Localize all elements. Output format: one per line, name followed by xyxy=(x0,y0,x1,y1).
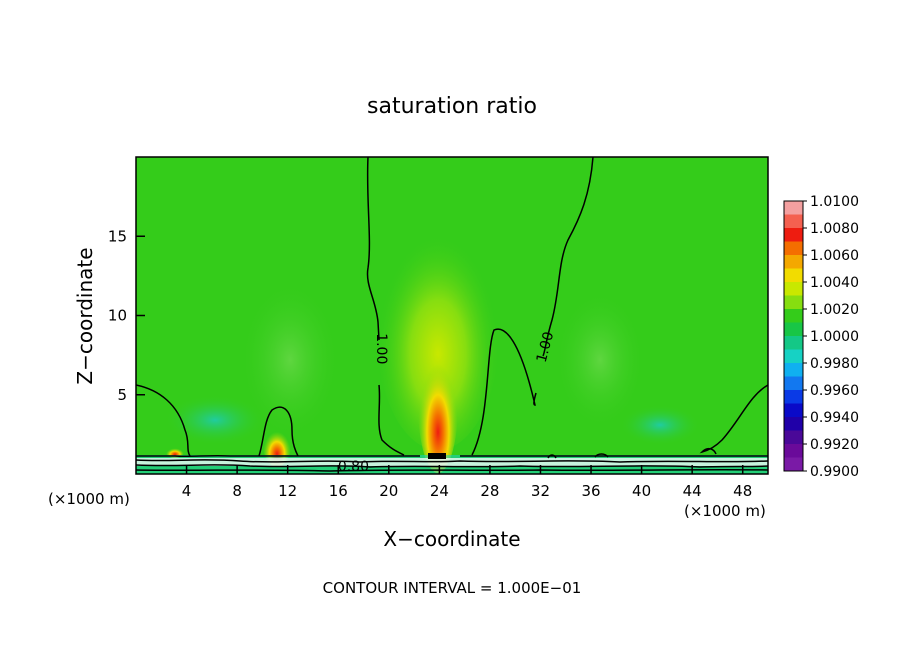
x-tick-label: 36 xyxy=(581,482,600,500)
contour-line xyxy=(378,384,405,456)
x-tick-label: 40 xyxy=(632,482,651,500)
colorbar-swatch xyxy=(784,255,803,269)
field-patch xyxy=(165,395,265,445)
x-tick-label: 44 xyxy=(683,482,702,500)
contour-line xyxy=(136,384,191,457)
colorbar-frame xyxy=(783,200,804,472)
x-axis-ticks: 4 8 12 16 20 24 28 32 36 40 44 48 xyxy=(182,465,752,500)
contour-line xyxy=(542,157,594,357)
x-tick-label: 28 xyxy=(480,482,499,500)
contour-line xyxy=(136,464,768,468)
x-tick-label: 16 xyxy=(329,482,348,500)
hot-core xyxy=(418,337,458,473)
y-axis-ticks: 5 10 15 xyxy=(108,227,145,404)
contour-labels: 1.00 1.00 0.80 xyxy=(338,330,557,475)
colorbar-label: 0.9980 xyxy=(810,356,859,372)
y-tick-label: 15 xyxy=(108,227,127,245)
colorbar-swatch xyxy=(784,201,803,215)
colorbar-swatch xyxy=(784,390,803,404)
plot-field xyxy=(136,157,768,474)
colorbar-swatch xyxy=(784,295,803,310)
colorbar-label: 1.0100 xyxy=(810,194,859,210)
colorbar-swatch xyxy=(784,376,803,391)
contour-line xyxy=(547,454,557,459)
colorbar-label: 1.0060 xyxy=(810,248,859,264)
x-tick-label: 8 xyxy=(232,482,242,500)
x-tick-label: 20 xyxy=(379,482,398,500)
x-axis-label: X−coordinate xyxy=(383,527,520,551)
y-tick-label: 10 xyxy=(108,307,127,325)
colorbar-label: 1.0040 xyxy=(810,275,859,291)
x-tick-label: 32 xyxy=(531,482,550,500)
x-unit-right: (×1000 m) xyxy=(684,502,766,520)
colorbar-swatch xyxy=(784,403,803,418)
field-patch xyxy=(620,405,700,445)
field-patch xyxy=(240,280,340,440)
colorbar: 1.0100 1.0080 1.0060 1.0040 1.0020 1.0000 0.99… xyxy=(784,194,859,480)
field-patch xyxy=(555,290,645,430)
x-tick-label: 4 xyxy=(182,482,192,500)
contour-line xyxy=(366,157,380,341)
contour-label: 1.00 xyxy=(373,333,389,364)
x-tick-label: 24 xyxy=(430,482,449,500)
colorbar-swatch xyxy=(784,417,803,431)
colorbar-label: 0.9920 xyxy=(810,437,859,453)
contour-interval-note: CONTOUR INTERVAL = 1.000E−01 xyxy=(323,579,582,597)
colorbar-swatch xyxy=(784,430,803,445)
colorbar-swatch xyxy=(784,309,803,323)
contour-line xyxy=(699,384,768,455)
colorbar-swatch xyxy=(784,322,803,337)
moist-spot xyxy=(428,453,446,459)
x-unit-left: (×1000 m) xyxy=(48,490,130,508)
y-axis-label: Z−coordinate xyxy=(73,247,97,384)
contour-line xyxy=(258,406,299,457)
colorbar-swatch xyxy=(784,336,803,350)
colorbar-label: 0.9940 xyxy=(810,410,859,426)
colorbar-swatch xyxy=(784,228,803,242)
colorbar-swatch xyxy=(784,457,803,472)
colorbar-swatch xyxy=(784,444,803,458)
chart-title: saturation ratio xyxy=(367,94,537,119)
colorbar-label: 1.0020 xyxy=(810,302,859,318)
colorbar-label: 1.0000 xyxy=(810,329,859,345)
colorbar-swatch xyxy=(784,268,803,283)
colorbar-label: 0.9960 xyxy=(810,383,859,399)
colorbar-swatch xyxy=(784,214,803,229)
contour-line xyxy=(136,454,768,458)
colorbar-swatch xyxy=(784,349,803,364)
colorbar-label: 0.9900 xyxy=(810,464,859,480)
colorbar-swatch xyxy=(784,241,803,256)
x-tick-label: 48 xyxy=(733,482,752,500)
y-tick-label: 5 xyxy=(117,386,127,404)
contour-label: 1.00 xyxy=(534,330,558,364)
colorbar-swatch xyxy=(784,282,803,296)
colorbar-swatch xyxy=(784,363,803,377)
contour-label: 0.80 xyxy=(338,459,369,475)
colorbar-label: 1.0080 xyxy=(810,221,859,237)
plume xyxy=(376,210,500,450)
contour-line xyxy=(136,459,768,463)
contour-line xyxy=(471,328,537,456)
x-tick-label: 12 xyxy=(278,482,297,500)
